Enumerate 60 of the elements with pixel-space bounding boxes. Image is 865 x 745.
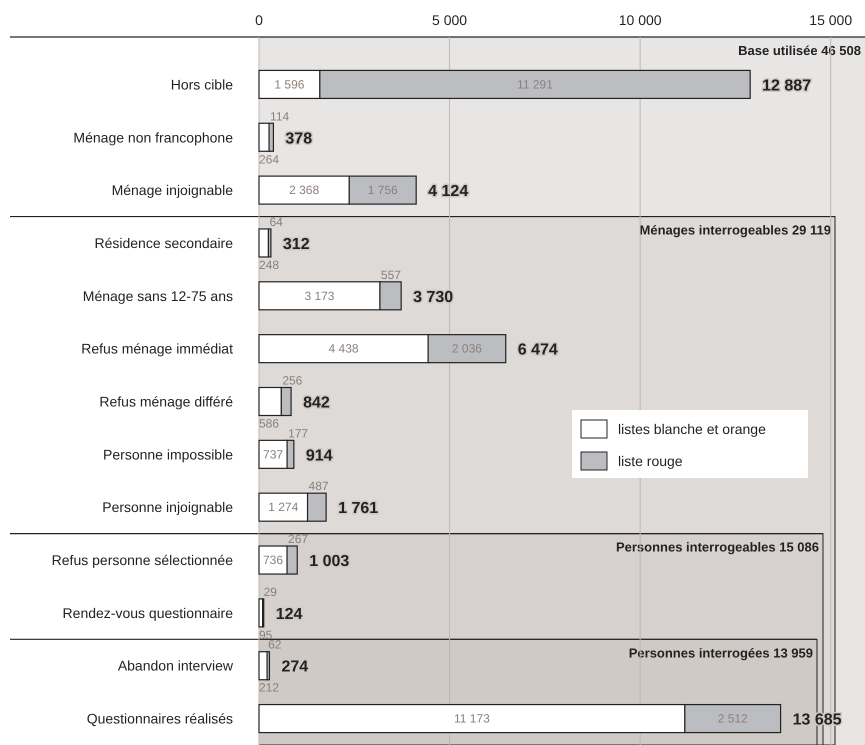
data-label: 4 438 bbox=[328, 342, 359, 356]
y-tick-label: Ménage non francophone bbox=[73, 129, 234, 146]
y-tick-label: Ménage sans 12-75 ans bbox=[82, 288, 233, 304]
data-label: 64 bbox=[269, 214, 284, 229]
x-tick-label: 10 000 bbox=[618, 12, 662, 28]
data-label: 1 596 bbox=[274, 77, 305, 92]
annotation: Personnes interrogées 13 959 bbox=[628, 645, 813, 660]
y-tick-label: Abandon interview bbox=[118, 658, 234, 674]
data-label: 29 bbox=[264, 584, 278, 599]
total-label: 1 761 bbox=[338, 500, 378, 518]
data-label: 256 bbox=[282, 373, 303, 388]
data-label: 114 bbox=[270, 109, 290, 124]
bar bbox=[258, 122, 270, 152]
data-label: 487 bbox=[308, 479, 329, 494]
y-tick-label: Résidence secondaire bbox=[94, 234, 234, 251]
x-tick-label: 0 bbox=[255, 12, 264, 28]
y-tick-label: Refus ménage immédiat bbox=[81, 340, 234, 357]
y-tick-label: Questionnaires réalisés bbox=[86, 710, 233, 727]
total-label: 914 bbox=[306, 447, 333, 464]
total-label: 842 bbox=[303, 394, 330, 412]
legend-label: listes blanche et orange bbox=[618, 421, 766, 437]
total-label: 1 003 bbox=[309, 553, 350, 570]
data-label: 1 274 bbox=[268, 500, 299, 514]
data-label: 2 368 bbox=[289, 183, 320, 198]
legend-label: liste rouge bbox=[618, 453, 683, 469]
y-tick-label: Refus personne sélectionnée bbox=[52, 552, 234, 568]
data-label: 212 bbox=[259, 680, 280, 695]
total-label: 4 124 bbox=[428, 183, 468, 200]
data-label: 557 bbox=[380, 268, 402, 282]
data-label: 586 bbox=[259, 416, 280, 431]
data-label: 248 bbox=[259, 258, 280, 272]
data-label: 267 bbox=[288, 532, 308, 546]
data-label: 177 bbox=[288, 426, 308, 440]
data-label: 264 bbox=[259, 152, 280, 166]
total-label: 274 bbox=[281, 658, 308, 676]
data-label: 2 512 bbox=[718, 712, 748, 726]
data-label: 2 036 bbox=[452, 342, 482, 356]
y-tick-label: Ménage injoignable bbox=[112, 182, 234, 198]
total-label: 312 bbox=[282, 236, 310, 253]
data-label: 736 bbox=[263, 553, 284, 568]
data-label: 11 173 bbox=[454, 712, 490, 726]
data-label: 62 bbox=[268, 638, 282, 652]
annotation: Personnes interrogeables 15 086 bbox=[616, 540, 819, 555]
y-tick-label: Rendez-vous questionnaire bbox=[62, 604, 234, 621]
total-label: 124 bbox=[276, 606, 303, 623]
total-label: 3 730 bbox=[413, 288, 454, 306]
x-tick-label: 15 000 bbox=[809, 12, 852, 28]
total-label: 378 bbox=[285, 130, 312, 148]
y-tick-label: Personne injoignable bbox=[102, 499, 234, 516]
y-tick-label: Hors cible bbox=[170, 76, 234, 92]
data-label: 1 756 bbox=[368, 183, 398, 198]
y-tick-label: Refus ménage différé bbox=[99, 394, 234, 410]
total-label: 12 887 bbox=[762, 77, 812, 94]
annotation: Ménages interrogeables 29 119 bbox=[640, 222, 831, 238]
total-label: 6 474 bbox=[518, 342, 558, 359]
y-tick-label: Personne impossible bbox=[103, 446, 234, 462]
data-label: 11 291 bbox=[517, 77, 554, 92]
data-label: 3 173 bbox=[304, 288, 335, 303]
x-tick-label: 5 000 bbox=[432, 12, 468, 28]
data-label: 737 bbox=[263, 447, 284, 462]
